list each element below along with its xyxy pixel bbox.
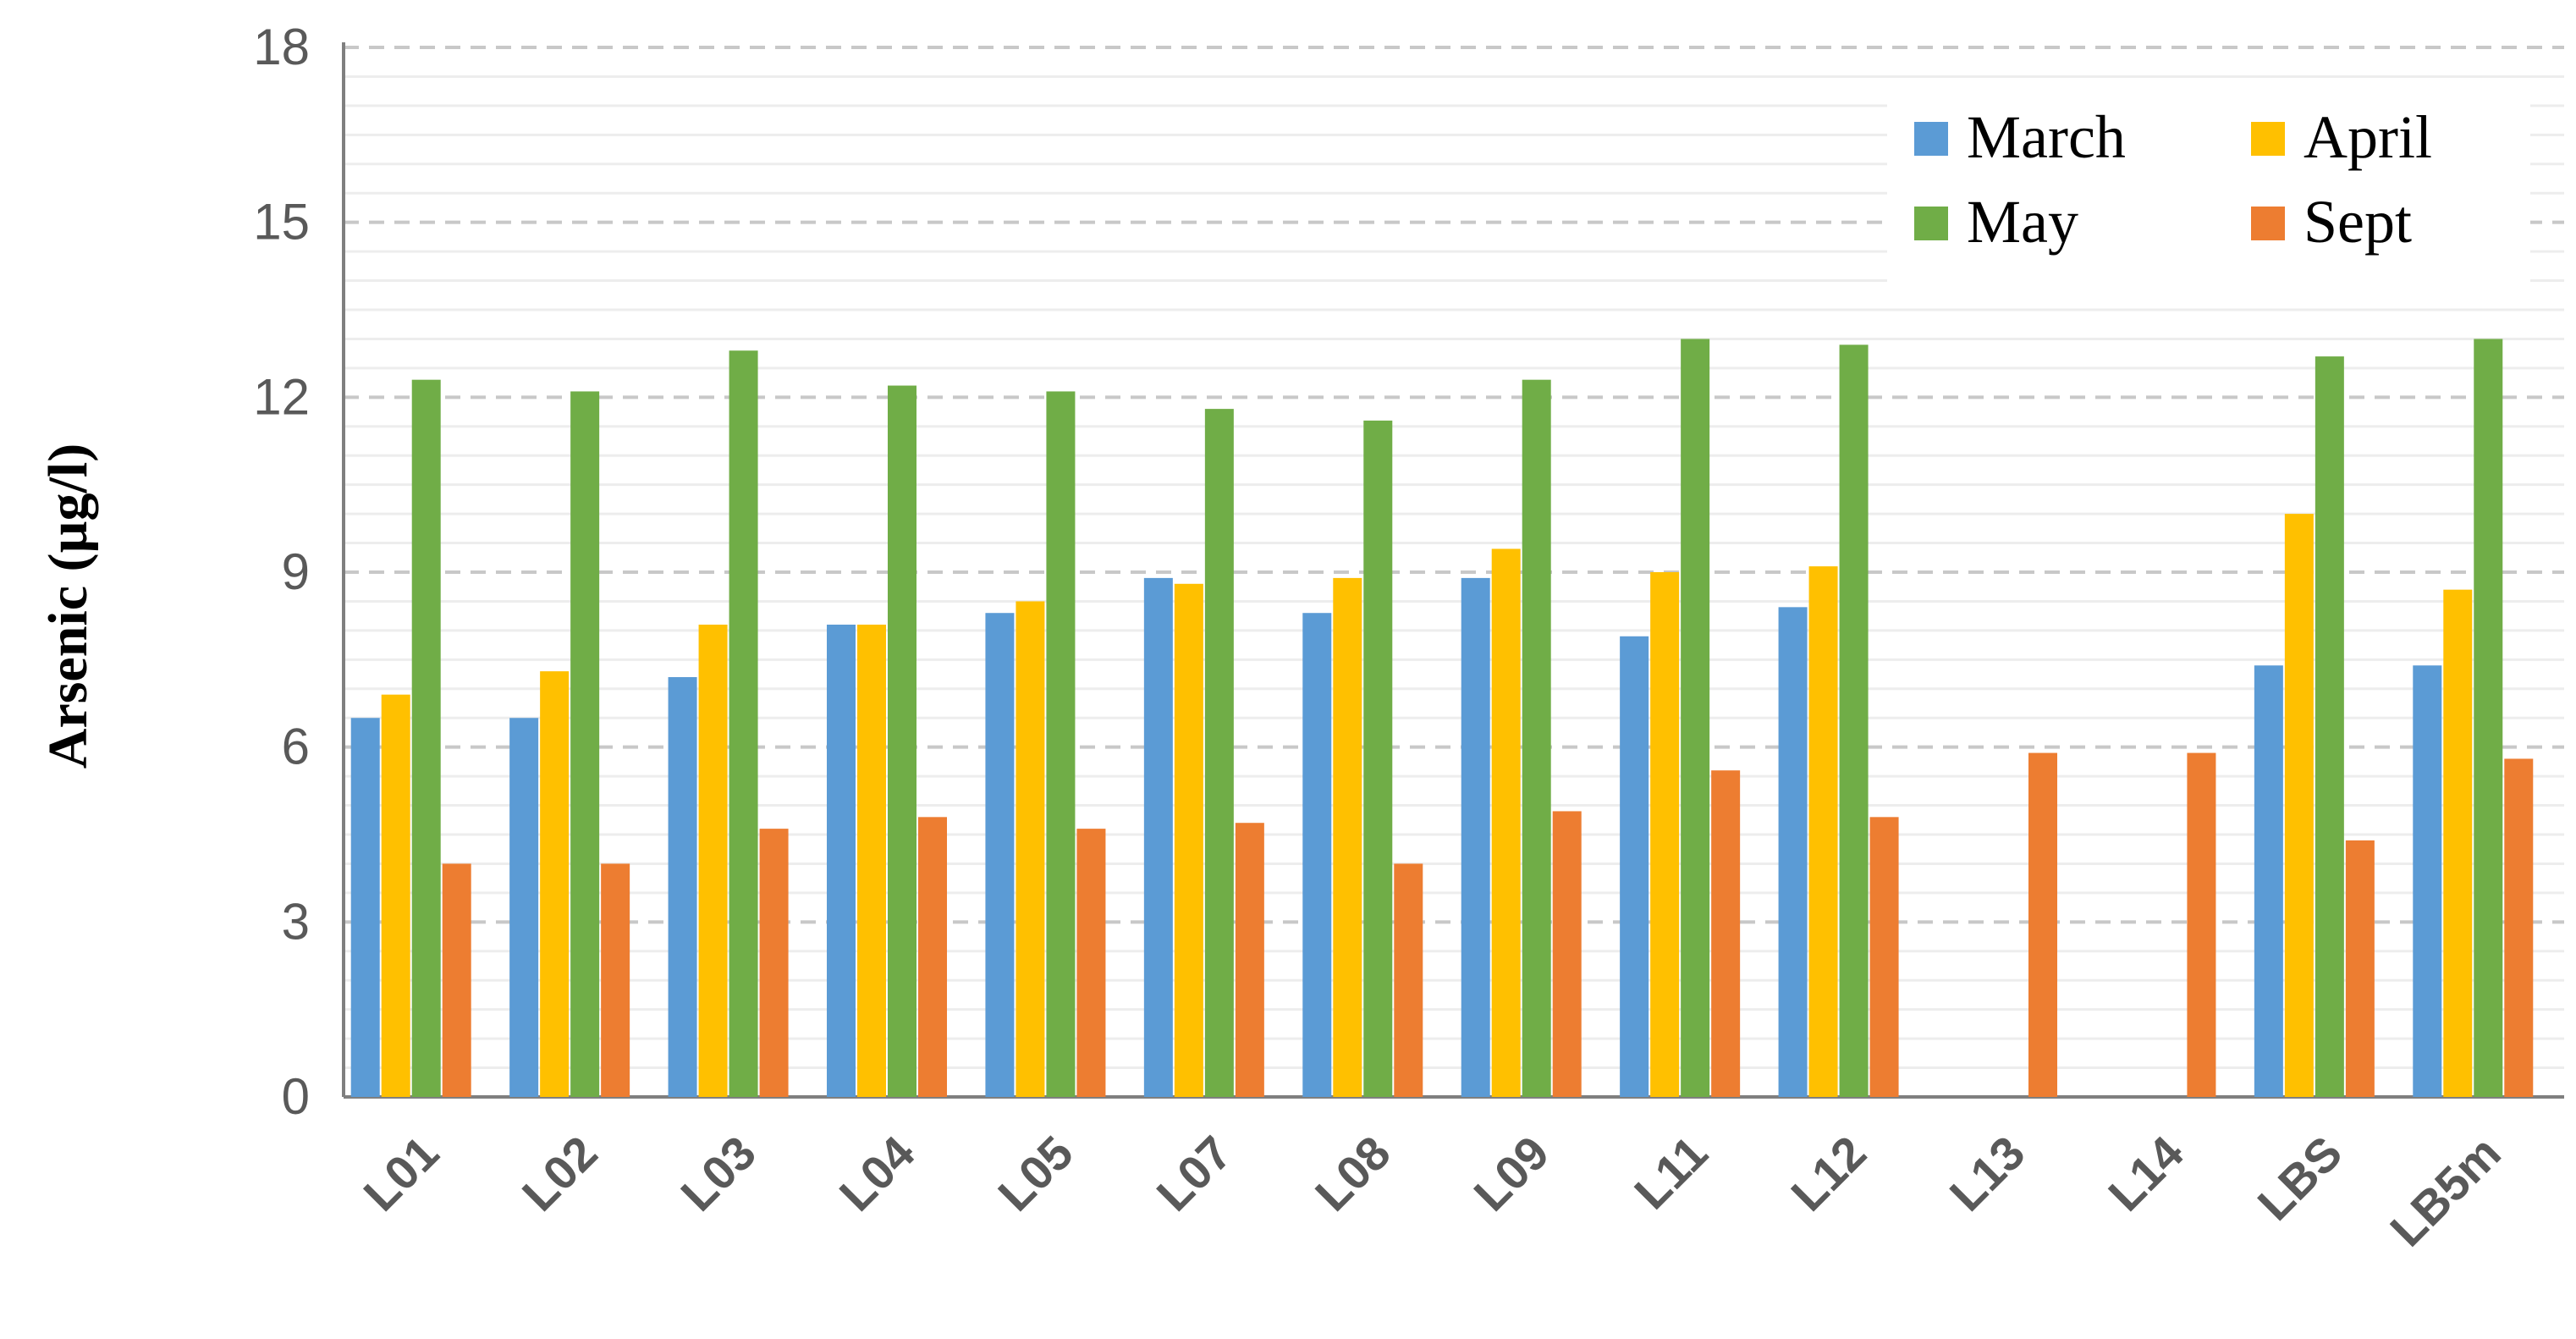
- x-tick-label: LBS: [2248, 1126, 2353, 1231]
- bar-sept-l03: [759, 829, 789, 1097]
- legend-box: [1887, 95, 2530, 295]
- bar-march-l07: [1143, 577, 1173, 1097]
- bar-may-l07: [1204, 409, 1234, 1098]
- y-tick-label: 9: [282, 543, 310, 600]
- x-tick-label: L01: [353, 1126, 449, 1221]
- x-tick-label: L03: [670, 1126, 766, 1221]
- bar-march-l03: [668, 677, 697, 1097]
- x-tick-label: L14: [2098, 1126, 2193, 1221]
- bar-april-l04: [857, 625, 886, 1097]
- x-tick-label: L04: [829, 1126, 925, 1221]
- x-tick-label: L12: [1781, 1126, 1876, 1221]
- bar-sept-l04: [918, 817, 947, 1097]
- bar-sept-l01: [442, 863, 471, 1097]
- bar-april-l08: [1333, 577, 1362, 1097]
- x-tick-label: L08: [1305, 1126, 1401, 1221]
- y-tick-label: 3: [282, 893, 310, 950]
- x-tick-label: L09: [1463, 1126, 1559, 1221]
- bar-april-l07: [1174, 583, 1203, 1097]
- bar-march-l05: [985, 613, 1015, 1097]
- legend-swatch-april: [2251, 122, 2285, 156]
- bar-march-l09: [1461, 577, 1490, 1097]
- bar-april-l02: [540, 671, 570, 1097]
- bar-april-l12: [1808, 566, 1838, 1097]
- x-tick-label: L07: [1147, 1126, 1242, 1221]
- bar-sept-l02: [601, 863, 630, 1097]
- bar-march-l12: [1778, 607, 1808, 1097]
- bar-march-l02: [509, 718, 539, 1097]
- x-tick-label: L05: [988, 1126, 1083, 1221]
- bar-sept-l13: [2028, 752, 2057, 1097]
- bar-may-l11: [1681, 339, 1710, 1097]
- y-tick-label: 12: [253, 368, 310, 425]
- bar-april-lbs: [2284, 514, 2314, 1097]
- bar-may-l04: [888, 385, 916, 1097]
- bars: [350, 339, 2534, 1098]
- bar-may-l03: [729, 350, 758, 1097]
- bar-april-l01: [381, 694, 410, 1097]
- bar-sept-l08: [1394, 863, 1423, 1097]
- bar-sept-l07: [1235, 823, 1264, 1097]
- legend-swatch-may: [1914, 207, 1948, 240]
- legend-label-may: May: [1967, 188, 2078, 256]
- bar-march-l01: [350, 718, 380, 1097]
- bar-march-l11: [1620, 636, 1649, 1097]
- bar-may-l09: [1522, 379, 1551, 1098]
- bar-may-l12: [1839, 344, 1869, 1097]
- y-tick-label: 15: [253, 194, 310, 251]
- bar-march-lbs: [2254, 665, 2283, 1097]
- bar-april-l05: [1016, 601, 1045, 1097]
- x-tick-label: L11: [1624, 1126, 1718, 1220]
- legend: March April May Sept: [1887, 95, 2530, 295]
- bar-sept-l11: [1711, 770, 1741, 1097]
- bar-march-l04: [827, 625, 856, 1097]
- legend-swatch-sept: [2251, 207, 2285, 240]
- bar-march-l08: [1302, 613, 1332, 1097]
- bar-may-l02: [570, 391, 600, 1097]
- bar-april-l11: [1650, 572, 1680, 1097]
- x-tick-label: L13: [1940, 1126, 2035, 1221]
- y-tick-label: 18: [253, 19, 310, 75]
- bar-sept-l09: [1552, 811, 1582, 1097]
- bar-sept-l05: [1076, 829, 1106, 1097]
- bar-sept-l12: [1869, 817, 1899, 1097]
- y-tick-label: 6: [282, 719, 310, 775]
- bar-may-l05: [1046, 391, 1076, 1097]
- x-tick-label: LB5m: [2380, 1126, 2511, 1257]
- y-axis-title: Arsenic (µg/l): [37, 444, 99, 769]
- bar-march-lb5m: [2413, 665, 2442, 1097]
- bar-sept-l14: [2187, 752, 2216, 1097]
- bar-sept-lb5m: [2504, 758, 2534, 1097]
- bar-april-l03: [698, 625, 728, 1097]
- x-tick-label: L02: [512, 1126, 608, 1221]
- bar-may-lb5m: [2474, 339, 2503, 1097]
- y-tick-label: 0: [282, 1068, 310, 1125]
- bar-may-l01: [411, 379, 441, 1098]
- bar-may-lbs: [2315, 356, 2344, 1098]
- legend-swatch-march: [1914, 122, 1948, 156]
- legend-label-march: March: [1967, 103, 2126, 171]
- bar-sept-lbs: [2345, 840, 2375, 1097]
- bar-april-l09: [1491, 548, 1521, 1097]
- bar-may-l08: [1363, 420, 1393, 1097]
- legend-label-april: April: [2304, 103, 2432, 171]
- legend-label-sept: Sept: [2304, 188, 2412, 256]
- bar-april-lb5m: [2443, 589, 2473, 1097]
